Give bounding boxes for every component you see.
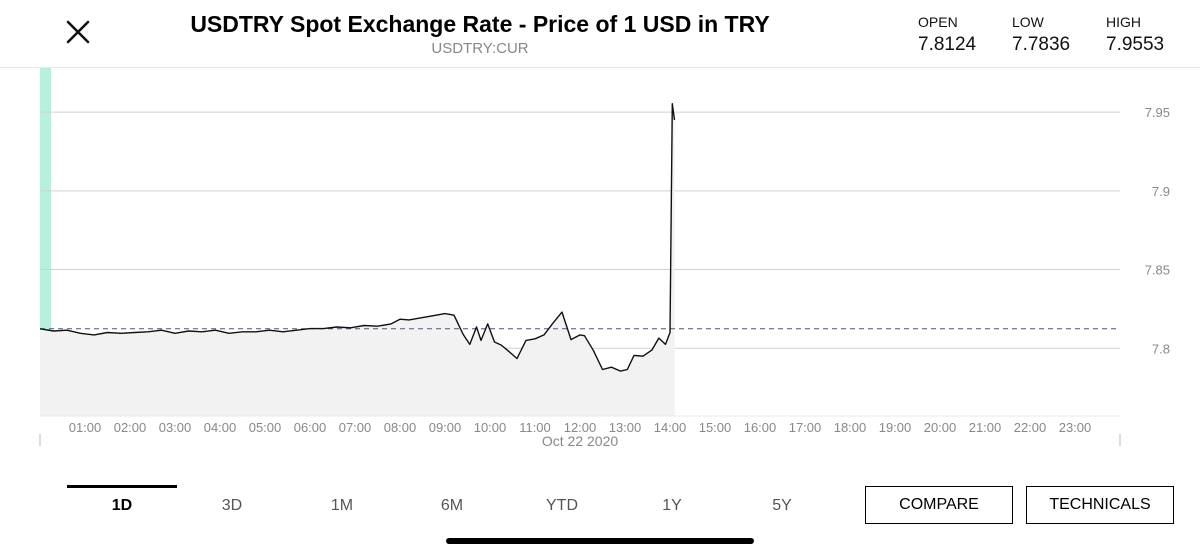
stat-low-value: 7.7836 <box>1012 34 1071 55</box>
header-divider <box>0 67 1200 68</box>
x-tick-label: 22:00 <box>1014 420 1047 435</box>
x-tick-label: 03:00 <box>159 420 192 435</box>
x-tick-label: 11:00 <box>519 420 551 435</box>
price-line <box>39 103 676 372</box>
x-tick-label: 08:00 <box>384 420 417 435</box>
range-tabs: 1D 3D 1M 6M YTD 1Y 5Y <box>67 485 847 525</box>
x-tick-label: 17:00 <box>789 420 822 435</box>
tab-5y[interactable]: 5Y <box>772 497 792 514</box>
x-tick-label: 20:00 <box>924 420 957 435</box>
tab-1m[interactable]: 1M <box>330 497 354 514</box>
y-tick-label: 7.9 <box>1152 184 1170 199</box>
compare-button[interactable]: COMPARE <box>865 486 1013 524</box>
x-tick-label: 21:00 <box>969 420 1002 435</box>
y-tick-label: 7.8 <box>1152 341 1170 356</box>
x-tick-label: 18:00 <box>834 420 867 435</box>
technicals-button[interactable]: TECHNICALS <box>1026 486 1174 524</box>
x-tick-label: 01:00 <box>69 420 102 435</box>
stat-low: LOW 7.7836 <box>1012 14 1070 56</box>
x-tick-label: 23:00 <box>1059 420 1092 435</box>
tab-1d[interactable]: 1D <box>111 497 133 514</box>
x-axis-date-label: Oct 22 2020 <box>542 433 618 449</box>
tab-6m[interactable]: 6M <box>440 497 464 514</box>
tab-1y[interactable]: 1Y <box>662 497 682 514</box>
close-icon <box>66 20 90 44</box>
price-area-fill <box>40 103 675 416</box>
tab-ytd[interactable]: YTD <box>546 497 578 514</box>
x-tick-label: 15:00 <box>699 420 732 435</box>
x-tick-label: 14:00 <box>654 420 687 435</box>
active-tab-indicator <box>67 485 177 488</box>
x-tick-label: 12:00 <box>564 420 597 435</box>
home-indicator <box>446 538 754 544</box>
stat-high: HIGH 7.9553 <box>1106 14 1164 56</box>
x-tick-label: 04:00 <box>204 420 237 435</box>
x-tick-label: 09:00 <box>429 420 462 435</box>
close-button[interactable] <box>62 16 94 48</box>
stat-open: OPEN 7.8124 <box>918 14 976 56</box>
page-title: USDTRY Spot Exchange Rate - Price of 1 U… <box>190 11 770 37</box>
x-tick-label: 16:00 <box>744 420 777 435</box>
y-tick-label: 7.95 <box>1145 105 1170 120</box>
x-tick-label: 13:00 <box>609 420 642 435</box>
x-tick-label: 05:00 <box>249 420 282 435</box>
stat-high-label: HIGH <box>1106 14 1141 30</box>
session-accent-bar <box>40 68 51 330</box>
stat-open-label: OPEN <box>918 14 958 30</box>
y-tick-label: 7.85 <box>1145 263 1170 278</box>
x-tick-label: 19:00 <box>879 420 912 435</box>
ticker-symbol: USDTRY:CUR <box>431 40 529 57</box>
title-block: USDTRY Spot Exchange Rate - Price of 1 U… <box>120 10 800 57</box>
stat-high-value: 7.9553 <box>1106 34 1165 55</box>
stat-low-label: LOW <box>1012 14 1044 30</box>
price-chart[interactable]: 01:00 02:00 03:00 04:00 05:00 06:00 07:00 08:00… <box>0 68 1200 458</box>
x-tick-label: 07:00 <box>339 420 372 435</box>
x-tick-label: 06:00 <box>294 420 327 435</box>
x-tick-label: 10:00 <box>474 420 507 435</box>
tab-3d[interactable]: 3D <box>221 497 243 514</box>
stat-open-value: 7.8124 <box>918 34 977 55</box>
x-tick-label: 02:00 <box>114 420 147 435</box>
